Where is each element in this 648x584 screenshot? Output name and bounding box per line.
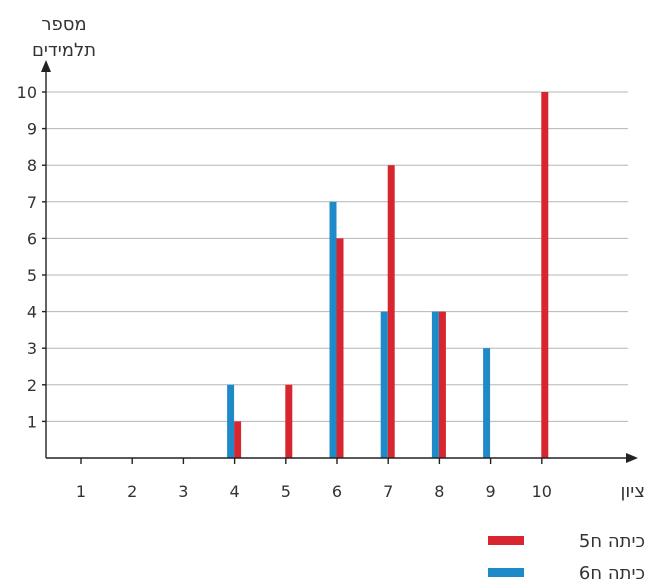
legend-label-series-2: כיתה ח6 [579,563,645,584]
bars [227,92,549,459]
x-tick-label-8: 8 [434,482,444,501]
x-tick-label-9: 9 [486,482,496,501]
bar-series-1-grade-10 [541,92,549,458]
x-tick-label-4: 4 [230,482,240,501]
y-tick-label-7: 7 [27,193,37,212]
legend-swatch-series-1 [488,536,524,545]
legend-swatch-series-2 [488,568,524,577]
x-tick-labels: 1 2 3 4 5 6 7 8 9 10 [76,458,552,501]
x-tick-label-2: 2 [127,482,137,501]
y-axis-arrow [41,60,51,72]
x-tick-label-10: 10 [532,482,552,501]
y-tick-label-3: 3 [27,339,37,358]
bar-series-1-grade-4 [234,421,242,458]
x-axis-title: ציון [620,481,645,502]
y-tick-labels: 1 2 3 4 5 6 7 8 9 10 [17,83,37,431]
y-tick-label-6: 6 [27,229,37,248]
x-tick-label-7: 7 [383,482,393,501]
x-tick-label-6: 6 [332,482,342,501]
y-axis-title-line2: תלמידים [32,40,96,61]
y-tick-label-1: 1 [27,412,37,431]
y-tick-label-2: 2 [27,376,37,395]
bar-series-1-grade-8 [438,311,446,458]
y-tick-label-9: 9 [27,120,37,139]
bar-series-2-grade-9 [483,348,491,458]
x-tick-label-3: 3 [178,482,188,501]
bar-series-1-grade-5 [285,384,293,458]
y-axis-title-line1: מספר [41,14,86,35]
bar-series-2-grade-8 [431,311,439,458]
bar-series-1-grade-6 [336,238,344,458]
axes [41,60,638,463]
y-tick-label-10: 10 [17,83,37,102]
legend: כיתה ח5 כיתה ח6 [488,531,645,584]
y-tick-label-5: 5 [27,266,37,285]
x-tick-label-1: 1 [76,482,86,501]
bar-series-1-grade-7 [387,165,395,458]
bar-series-2-grade-4 [227,384,235,458]
y-tick-label-4: 4 [27,303,37,322]
x-tick-label-5: 5 [281,482,291,501]
y-tick-label-8: 8 [27,156,37,175]
bar-series-2-grade-7 [380,311,388,458]
legend-label-series-1: כיתה ח5 [579,531,645,552]
bar-series-2-grade-6 [329,201,337,459]
x-axis-arrow [626,453,638,463]
